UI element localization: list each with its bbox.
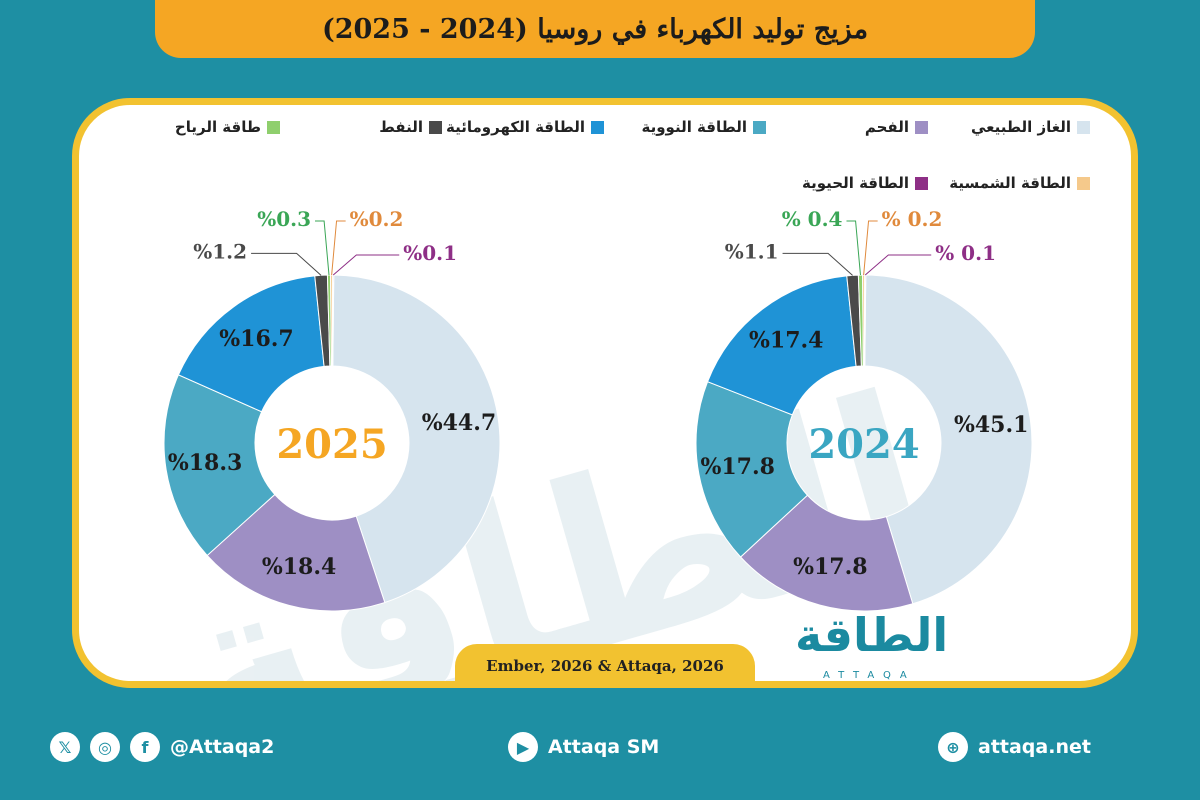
website-link[interactable]: attaqa.net [978, 736, 1091, 758]
logo-arabic: الطاقة [795, 608, 949, 662]
data-label: %0.1 [403, 241, 457, 265]
legend-swatch [429, 120, 442, 134]
legend-item: طاقة الرياح [118, 118, 280, 136]
donut-slice [206, 493, 386, 612]
legend-item: الطاقة الكهرومائية [442, 118, 604, 136]
data-label: %44.7 [422, 410, 497, 436]
legend-item: الفحم [766, 118, 928, 136]
legend-label: الطاقة النووية [641, 118, 747, 136]
data-label: %18.4 [262, 554, 337, 580]
data-label: %1.2 [193, 239, 247, 263]
legend-swatch [1077, 176, 1090, 190]
youtube-handle[interactable]: Attaqa SM [548, 736, 660, 758]
footer-youtube: ▶ Attaqa SM [508, 732, 659, 762]
legend-label: طاقة الرياح [174, 118, 261, 136]
x-icon[interactable]: 𝕏 [50, 732, 80, 762]
donut-slice [739, 494, 914, 612]
leader-line [864, 254, 932, 276]
data-label: %16.7 [219, 326, 294, 352]
donut-slice [863, 274, 867, 367]
data-label: %0.2 [350, 207, 404, 231]
legend-label: النفط [379, 118, 423, 136]
facebook-icon[interactable]: f [130, 732, 160, 762]
legend-item: الغاز الطبيعي [928, 118, 1090, 136]
legend-row: الغاز الطبيعي الفحم الطاقة النووية الطاقة ا… [110, 118, 1090, 136]
legend-label: الطاقة الشمسية [949, 174, 1071, 192]
leader-line [782, 252, 853, 276]
data-label: % 0.4 [782, 207, 843, 231]
data-label: % 0.2 [882, 207, 943, 231]
source-label: Ember, 2026 & Attaqa, 2026 [455, 644, 755, 688]
chart-year: 2024 [808, 421, 919, 468]
title-banner: مزيج توليد الكهرباء في روسيا (2024 - 202… [155, 0, 1035, 58]
data-label: %17.8 [700, 454, 775, 480]
footer-website: ⊕ attaqa.net [938, 732, 1091, 762]
data-label: %1.1 [725, 239, 779, 263]
chart-year: 2025 [276, 421, 387, 468]
legend-row: الطاقة الشمسية الطاقة الحيوية [110, 174, 1090, 192]
footer-social: 𝕏 ◎ f @Attaqa2 [50, 732, 274, 762]
legend-swatch [267, 120, 280, 134]
legend-label: الفحم [864, 118, 909, 136]
leader-line [331, 220, 346, 276]
leader-line [846, 220, 861, 276]
legend-label: الطاقة الحيوية [802, 174, 909, 192]
data-label: % 0.1 [935, 241, 996, 265]
legend-label: الطاقة الكهرومائية [446, 118, 585, 136]
page-title: مزيج توليد الكهرباء في روسيا (2024 - 202… [321, 13, 869, 45]
donut-slice [695, 381, 809, 558]
donut-slice [331, 274, 335, 367]
data-label: %45.1 [954, 412, 1029, 438]
data-label: %17.8 [793, 554, 868, 580]
legend-item: الطاقة الشمسية [928, 174, 1090, 192]
youtube-icon[interactable]: ▶ [508, 732, 538, 762]
donut-slice [177, 275, 325, 413]
instagram-icon[interactable]: ◎ [90, 732, 120, 762]
globe-icon[interactable]: ⊕ [938, 732, 968, 762]
legend: الغاز الطبيعي الفحم الطاقة النووية الطاقة ا… [110, 118, 1090, 230]
donut-slice [706, 275, 857, 416]
legend-swatch [591, 120, 604, 134]
logo-latin: ATTAQA [823, 670, 916, 681]
legend-item: الطاقة النووية [604, 118, 766, 136]
legend-swatch [915, 176, 928, 190]
leader-line [251, 252, 322, 276]
data-label: %17.4 [749, 328, 824, 354]
legend-swatch [915, 120, 928, 134]
donut-slice [864, 274, 1033, 605]
donut-slice [163, 374, 276, 557]
source-text: Ember, 2026 & Attaqa, 2026 [486, 657, 724, 675]
legend-item: الطاقة الحيوية [766, 174, 928, 192]
legend-swatch [753, 120, 766, 134]
leader-line [315, 220, 330, 276]
legend-item: النفط [280, 118, 442, 136]
social-handle[interactable]: @Attaqa2 [170, 736, 275, 758]
data-label: %0.3 [257, 207, 311, 231]
legend-label: الغاز الطبيعي [970, 118, 1071, 136]
leader-line [332, 254, 400, 276]
donut-slice [332, 274, 501, 604]
legend-swatch [1077, 120, 1090, 134]
leader-line [863, 220, 878, 276]
data-label: %18.3 [168, 450, 243, 476]
attaqa-logo: الطاقة ATTAQA [795, 612, 975, 684]
